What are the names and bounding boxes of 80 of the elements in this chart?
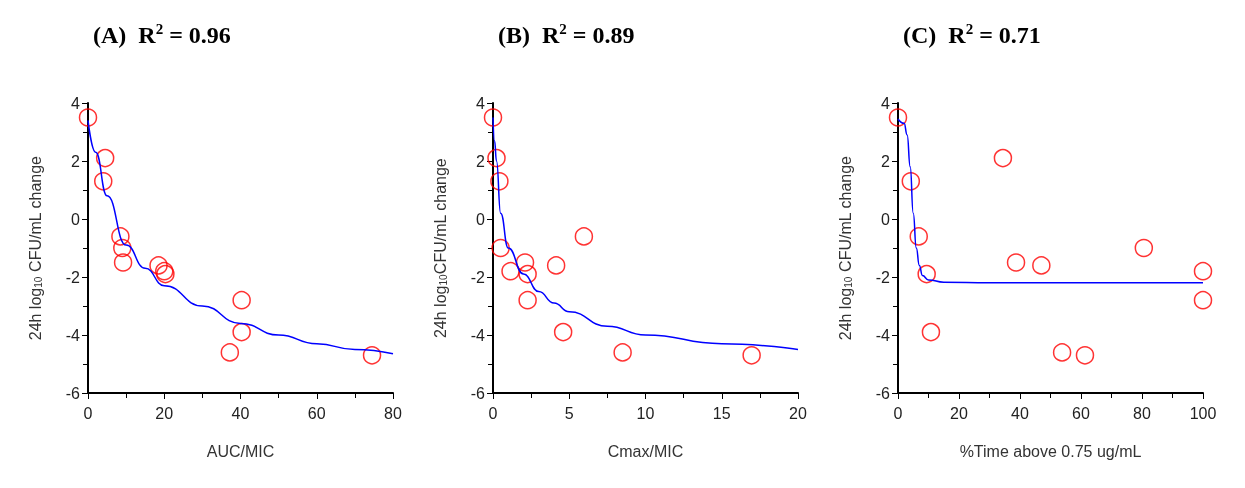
x-axis-title: AUC/MIC — [206, 442, 275, 460]
x-tick-label: 60 — [1072, 404, 1090, 422]
y-tick-label: 0 — [71, 210, 81, 228]
y-axis-title: 24h log10 CFU/mL change — [26, 155, 44, 341]
x-tick-label: 5 — [564, 404, 574, 422]
x-tick-label: 0 — [893, 404, 903, 422]
point — [111, 227, 130, 246]
point — [909, 227, 928, 246]
point — [1075, 346, 1095, 365]
point — [1032, 256, 1051, 275]
point — [232, 290, 251, 310]
y-tick-label: 4 — [476, 94, 486, 112]
x-tick-label: 0 — [488, 404, 498, 422]
point — [149, 256, 168, 275]
point — [917, 264, 936, 284]
y-tick-label: 0 — [476, 210, 486, 228]
y-tick-label: -2 — [470, 268, 486, 286]
point — [94, 172, 113, 191]
x-tick-label: 60 — [307, 404, 326, 422]
y-tick-label: -4 — [65, 326, 81, 344]
point — [921, 322, 941, 342]
point — [553, 322, 573, 342]
point — [1052, 343, 1072, 362]
y-tick-label: 2 — [881, 152, 891, 170]
point — [491, 238, 510, 258]
point — [1193, 261, 1213, 281]
x-axis-title: %Time above 0.75 ug/mL — [959, 442, 1142, 460]
point — [113, 238, 132, 258]
x-axis-title: Cmax/MIC — [607, 442, 684, 460]
point — [515, 253, 535, 272]
point — [546, 256, 566, 275]
y-tick-label: -6 — [470, 384, 486, 402]
y-tick-label: 4 — [71, 94, 81, 112]
y-axis-title: 24h log10 CFU/mL change — [836, 155, 854, 341]
point — [1193, 290, 1213, 310]
y-axis-title: 24h log10CFU/mL change — [431, 158, 449, 339]
x-tick-label: 0 — [83, 404, 93, 422]
x-tick-label: 10 — [636, 404, 655, 422]
line-series — [897, 118, 1204, 284]
x-tick-label: 20 — [950, 404, 968, 422]
point — [490, 172, 509, 191]
x-tick-label: 40 — [231, 404, 250, 422]
y-tick-label: 2 — [476, 152, 486, 170]
point — [888, 108, 908, 127]
x-tick-label: 15 — [712, 404, 731, 422]
point — [1006, 253, 1026, 272]
point — [362, 346, 382, 365]
x-tick-label: 80 — [1133, 404, 1151, 422]
point — [78, 108, 98, 127]
y-tick-label: -4 — [875, 326, 891, 344]
point — [232, 322, 251, 342]
point — [220, 343, 240, 362]
point — [487, 148, 506, 168]
point — [113, 253, 133, 272]
y-tick-label: -2 — [875, 268, 891, 286]
point — [613, 343, 632, 362]
point — [483, 108, 503, 127]
point — [993, 148, 1013, 168]
point — [901, 172, 921, 191]
point — [95, 148, 115, 168]
point — [518, 264, 537, 284]
y-tick-label: 2 — [71, 152, 81, 170]
y-tick-label: 0 — [881, 210, 891, 228]
y-tick-label: -2 — [65, 268, 81, 286]
y-tick-label: 4 — [881, 94, 891, 112]
point — [742, 346, 761, 365]
x-tick-label: 40 — [1011, 404, 1029, 422]
point — [574, 227, 594, 246]
point — [518, 290, 537, 310]
point — [1134, 238, 1154, 258]
x-tick-label: 20 — [155, 404, 174, 422]
line-series — [492, 116, 799, 351]
y-tick-label: -4 — [470, 326, 486, 344]
x-tick-label: 20 — [789, 404, 807, 422]
x-tick-label: 80 — [384, 404, 402, 422]
x-tick-label: 100 — [1189, 404, 1217, 422]
point — [501, 261, 520, 281]
line-series — [87, 119, 394, 355]
y-tick-label: -6 — [875, 384, 891, 402]
y-tick-label: -6 — [65, 384, 81, 402]
